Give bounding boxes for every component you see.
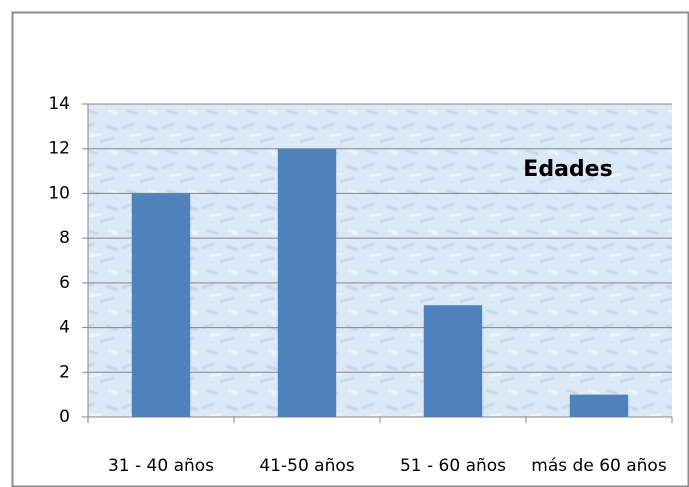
y-tick-label: 14 — [48, 94, 70, 114]
bar — [131, 193, 191, 417]
bar — [569, 394, 629, 417]
bar — [277, 148, 337, 417]
y-tick-label: 12 — [48, 139, 70, 159]
bar — [423, 305, 483, 417]
chart-title: Edades — [523, 157, 612, 182]
x-tick-label: 31 - 40 años — [108, 456, 214, 476]
y-tick-label: 0 — [59, 407, 70, 427]
y-tick-label: 8 — [59, 228, 70, 248]
y-tick-label: 10 — [48, 183, 70, 203]
x-tick-label: 51 - 60 años — [400, 456, 506, 476]
y-tick-label: 4 — [59, 318, 70, 338]
x-tick-label: 41-50 años — [259, 456, 354, 476]
y-tick-label: 2 — [59, 362, 70, 382]
y-tick-label: 6 — [59, 273, 70, 293]
x-tick-label: más de 60 años — [531, 456, 667, 476]
